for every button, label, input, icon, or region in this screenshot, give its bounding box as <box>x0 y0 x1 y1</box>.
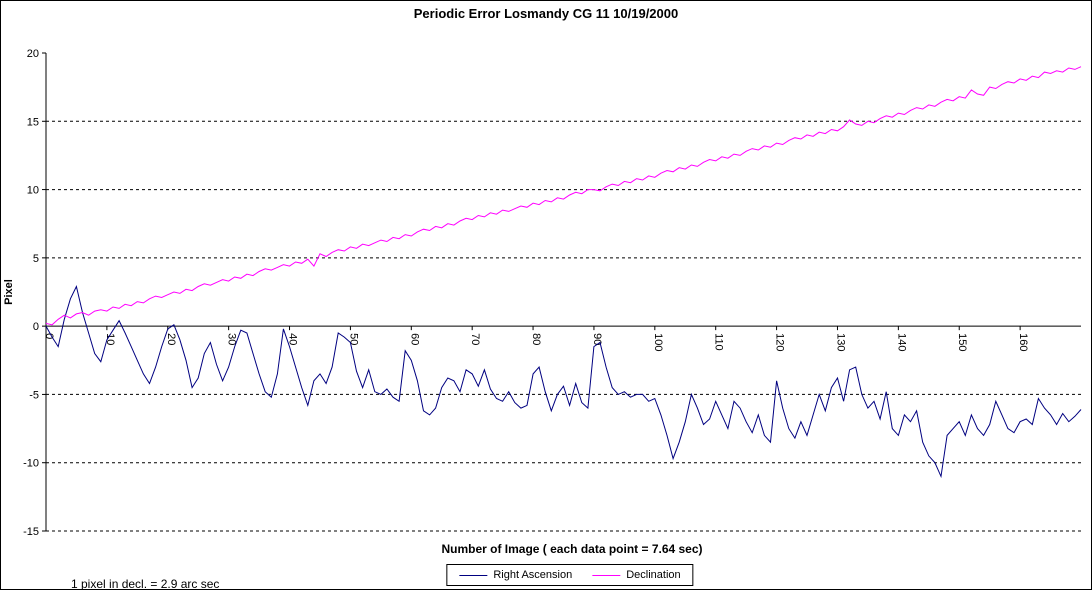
declination-line-sample <box>592 574 621 576</box>
scale-notes: 1 pixel in decl. = 2.9 arc sec 1 pixel i… <box>71 542 220 590</box>
y-axis-tick-label: 15 <box>27 116 39 128</box>
y-axis-tick-label: -5 <box>29 389 39 401</box>
x-axis-title: Number of Image ( each data point = 7.64… <box>441 542 703 556</box>
series-line-right-ascension <box>45 285 1082 479</box>
legend-item-declination: Declination <box>592 569 681 581</box>
x-axis-tick-label: 110 <box>713 333 725 351</box>
x-axis-tick-label: 10 <box>104 333 116 345</box>
x-axis-tick-label: 20 <box>165 333 177 345</box>
legend-item-right-ascension: Right Ascension <box>459 569 572 581</box>
y-axis-tick-label: -15 <box>23 526 39 538</box>
x-axis-tick-label: 80 <box>530 333 542 345</box>
x-axis-tick-label: 90 <box>591 333 603 345</box>
y-axis-tick-label: 10 <box>27 185 39 197</box>
note-decl-scale: 1 pixel in decl. = 2.9 arc sec <box>71 577 220 590</box>
chart-title: Periodic Error Losmandy CG 11 10/19/2000 <box>413 6 679 21</box>
y-axis-tick-label: 20 <box>27 48 39 60</box>
x-axis-tick-label: 50 <box>347 333 359 345</box>
x-axis-tick-label: 120 <box>774 333 786 351</box>
x-axis-tick-label: 150 <box>956 333 968 351</box>
series-line-declination <box>45 66 1082 326</box>
x-axis-tick-label: 140 <box>895 333 907 351</box>
x-axis-tick-label: 60 <box>408 333 420 345</box>
x-axis-tick-label: 30 <box>226 333 238 345</box>
y-axis-title: Pixel <box>3 279 15 305</box>
x-axis-tick-label: 40 <box>287 333 299 345</box>
legend-label-declination: Declination <box>626 569 681 581</box>
x-axis-tick-label: 70 <box>469 333 481 345</box>
x-axis-tick-label: 100 <box>652 333 664 351</box>
right-ascension-line-sample <box>459 574 488 576</box>
legend: Right Ascension Declination <box>446 564 694 586</box>
x-axis-tick-label: 130 <box>834 333 846 351</box>
y-axis-tick-label: -10 <box>23 458 39 470</box>
legend-label-right-ascension: Right Ascension <box>493 569 573 581</box>
x-axis-tick-label: 0 <box>43 333 55 339</box>
y-axis-tick-label: 0 <box>33 321 39 333</box>
y-axis-tick-label: 5 <box>33 253 39 265</box>
x-axis-tick-label: 160 <box>1017 333 1029 351</box>
